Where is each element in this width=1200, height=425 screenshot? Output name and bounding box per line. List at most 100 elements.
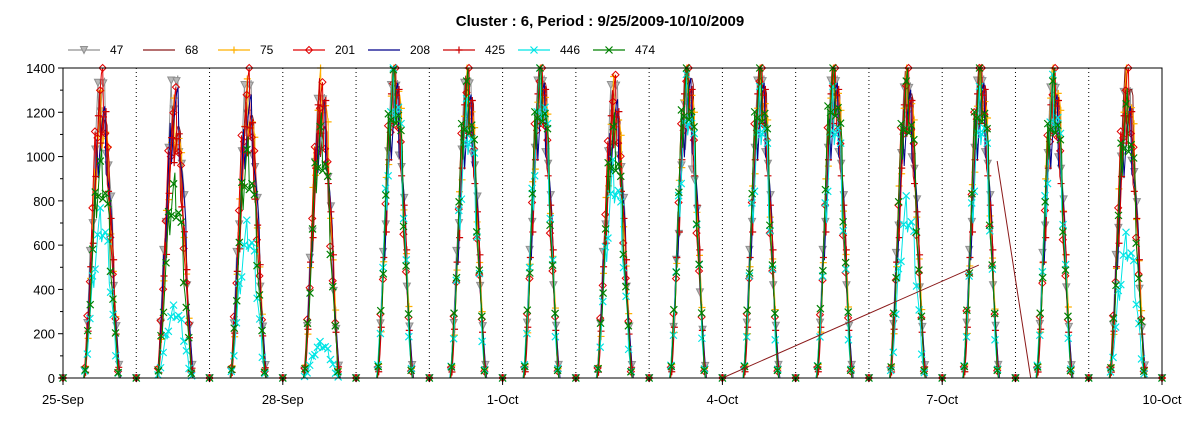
data-point bbox=[741, 368, 749, 376]
data-point bbox=[105, 187, 113, 195]
data-point bbox=[832, 91, 840, 99]
data-point bbox=[310, 350, 319, 359]
data-point bbox=[242, 145, 251, 154]
data-point bbox=[329, 360, 337, 369]
data-point bbox=[174, 208, 183, 217]
data-point bbox=[237, 178, 246, 187]
y-tick-label: 400 bbox=[33, 282, 55, 297]
data-point bbox=[240, 81, 249, 90]
data-point bbox=[530, 107, 539, 116]
data-point bbox=[395, 85, 403, 93]
data-point bbox=[464, 63, 474, 73]
data-point bbox=[1124, 63, 1133, 73]
data-point bbox=[449, 334, 458, 343]
data-point bbox=[309, 234, 317, 242]
data-point bbox=[404, 310, 413, 318]
data-point bbox=[83, 326, 92, 335]
data-point bbox=[232, 296, 241, 305]
data-point bbox=[680, 112, 688, 121]
data-point bbox=[768, 266, 777, 276]
legend-label: 474 bbox=[635, 43, 655, 57]
data-point bbox=[988, 261, 997, 270]
data-point bbox=[759, 91, 767, 99]
data-point bbox=[669, 331, 678, 340]
data-point bbox=[606, 189, 615, 198]
data-point bbox=[1138, 307, 1146, 315]
data-point bbox=[179, 278, 188, 287]
data-point bbox=[624, 345, 633, 354]
data-point bbox=[913, 208, 921, 216]
data-point bbox=[1033, 363, 1042, 371]
y-tick-label: 800 bbox=[33, 194, 55, 209]
data-point bbox=[904, 63, 913, 73]
data-point bbox=[88, 271, 97, 280]
data-point bbox=[970, 107, 979, 116]
data-point bbox=[450, 309, 458, 318]
data-point bbox=[235, 279, 243, 288]
data-point bbox=[551, 309, 560, 318]
data-point bbox=[1058, 228, 1067, 236]
data-point bbox=[179, 337, 188, 346]
data-point bbox=[237, 272, 246, 281]
legend-label: 47 bbox=[110, 43, 124, 57]
data-point bbox=[836, 139, 845, 148]
data-point bbox=[258, 353, 267, 362]
data-point bbox=[1140, 363, 1148, 371]
series-68-segment bbox=[722, 264, 980, 379]
data-point bbox=[697, 334, 706, 343]
legend-marker bbox=[605, 46, 613, 54]
y-tick-label: 1200 bbox=[26, 105, 55, 120]
data-point bbox=[177, 315, 186, 324]
data-point bbox=[311, 158, 320, 167]
data-point bbox=[758, 117, 767, 126]
data-point bbox=[773, 366, 782, 376]
data-point bbox=[255, 315, 264, 323]
data-point bbox=[763, 124, 772, 133]
data-point bbox=[844, 308, 853, 316]
data-point bbox=[909, 135, 918, 144]
data-point bbox=[1133, 214, 1141, 222]
data-point bbox=[626, 367, 636, 376]
data-point bbox=[319, 102, 327, 110]
x-tick-label: 7-Oct bbox=[926, 392, 958, 407]
data-point bbox=[1038, 273, 1047, 282]
data-point bbox=[159, 348, 168, 357]
data-point bbox=[384, 171, 393, 180]
data-point bbox=[889, 348, 898, 357]
data-point bbox=[318, 77, 327, 87]
data-point bbox=[1035, 331, 1044, 340]
data-point bbox=[980, 109, 989, 118]
data-point bbox=[164, 327, 173, 336]
data-point bbox=[169, 179, 178, 188]
data-point bbox=[86, 300, 95, 309]
data-point bbox=[455, 197, 464, 206]
data-point bbox=[470, 149, 479, 157]
data-point bbox=[902, 191, 911, 200]
data-point bbox=[248, 238, 256, 247]
data-point bbox=[961, 368, 969, 376]
data-point bbox=[842, 246, 850, 254]
data-point bbox=[227, 365, 236, 374]
data-point bbox=[323, 344, 332, 353]
data-point bbox=[1132, 300, 1141, 309]
data-point bbox=[818, 266, 827, 275]
data-point bbox=[616, 172, 625, 181]
legend-marker bbox=[230, 46, 238, 54]
data-point bbox=[249, 119, 257, 127]
data-point bbox=[1137, 317, 1146, 325]
data-point bbox=[897, 119, 906, 128]
data-point bbox=[175, 130, 183, 138]
data-point bbox=[1060, 208, 1068, 216]
data-point bbox=[177, 218, 186, 227]
data-point bbox=[301, 364, 309, 373]
data-point bbox=[83, 350, 92, 358]
data-point bbox=[1139, 367, 1148, 376]
data-point bbox=[109, 310, 118, 319]
data-point bbox=[1124, 147, 1133, 156]
data-point bbox=[447, 363, 456, 371]
data-point bbox=[607, 112, 615, 120]
data-point bbox=[614, 160, 623, 169]
data-point bbox=[523, 329, 531, 338]
data-point bbox=[917, 312, 926, 321]
data-point bbox=[601, 224, 610, 233]
